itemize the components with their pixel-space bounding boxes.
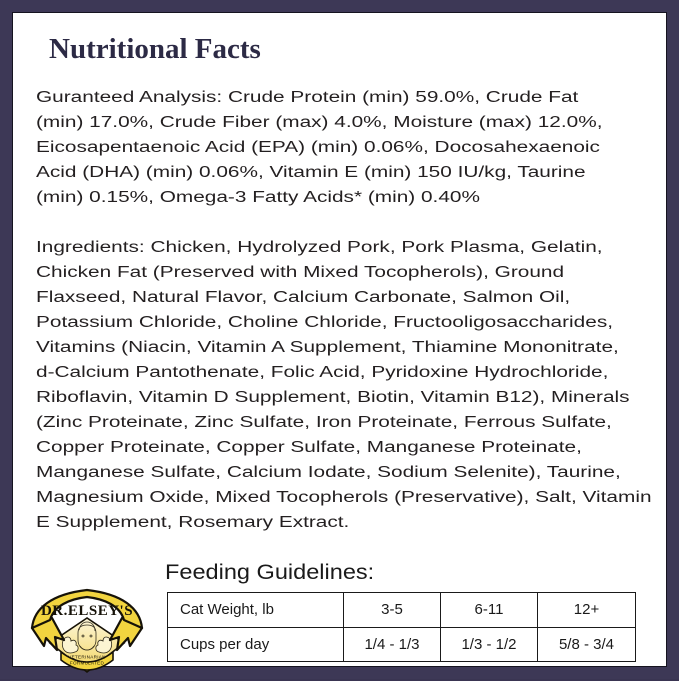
svg-text:FORMULATED: FORMULATED bbox=[70, 661, 105, 666]
svg-text:DR.ELSEY'S: DR.ELSEY'S bbox=[41, 603, 133, 619]
svg-text:VETERINARIAN: VETERINARIAN bbox=[68, 655, 106, 660]
